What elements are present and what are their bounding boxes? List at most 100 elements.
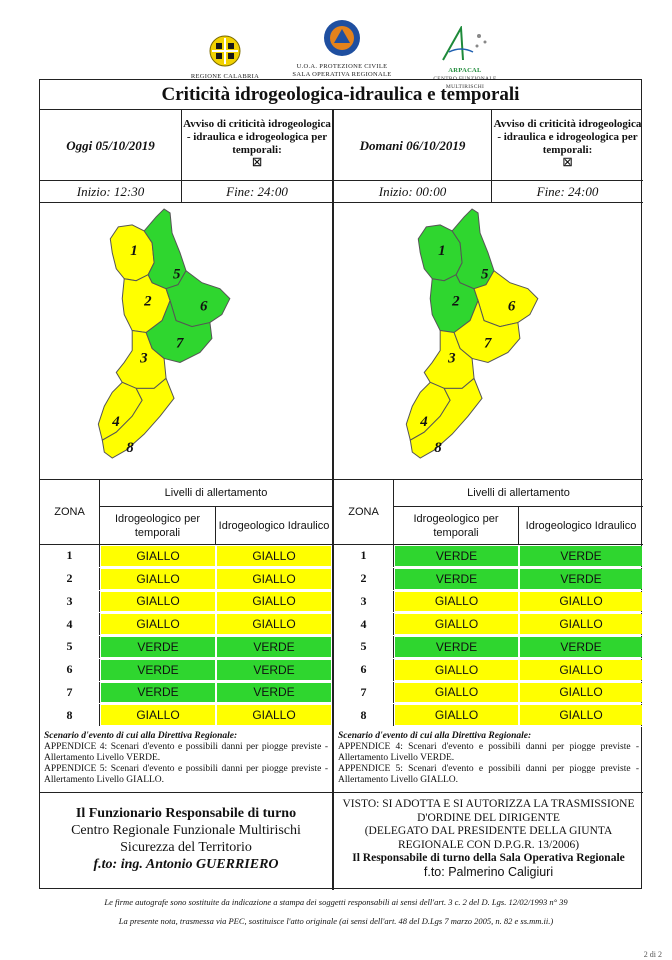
- sig-left-role: Il Funzionario Responsabile di turno: [75, 806, 297, 821]
- today-levels-header: Livelli di allertamento: [100, 480, 332, 507]
- zone-number: 3: [40, 590, 100, 613]
- today-table-row: 6 VERDE VERDE: [40, 658, 332, 682]
- signature-right: VISTO: SI ADOTTA E SI AUTORIZZA LA TRASM…: [334, 793, 643, 890]
- sig-right-l1: VISTO: SI ADOTTA E SI AUTORIZZA LA TRASM…: [342, 798, 635, 810]
- level-idraulico: VERDE: [520, 546, 642, 566]
- tomorrow-table-row: 4 GIALLO GIALLO: [334, 613, 643, 636]
- tomorrow-notice: Avviso di criticità idrogeologica - idra…: [492, 110, 643, 181]
- tomorrow-table-row: 1 VERDE VERDE: [334, 545, 643, 568]
- level-idraulico: GIALLO: [520, 682, 642, 703]
- sig-right-l2: D'ORDINE DEL DIRIGENTE: [417, 811, 560, 824]
- page-number: 2 di 2: [643, 950, 662, 959]
- level-temporali: GIALLO: [101, 591, 215, 612]
- tomorrow-table-row: 8 GIALLO GIALLO: [334, 704, 643, 727]
- tomorrow-start-time: Inizio: 00:00: [334, 181, 492, 203]
- tomorrow-table-row: 3 GIALLO GIALLO: [334, 590, 643, 614]
- today-map-label-5: 5: [173, 267, 181, 283]
- bulletin-title: Criticità idrogeologica-idraulica e temp…: [40, 80, 641, 110]
- level-temporali: GIALLO: [101, 568, 215, 589]
- zone-number: 6: [40, 658, 100, 681]
- level-temporali: GIALLO: [395, 591, 518, 612]
- footer-note-1: Le firme autografe sono sostituite da in…: [104, 897, 568, 907]
- today-map: 1 2 3 4 5 6 7 8: [40, 203, 332, 480]
- zone-number: 7: [334, 681, 394, 704]
- zone-number: 6: [334, 658, 394, 681]
- tomorrow-map-zones: 1 2 3 4 5 6 7 8: [405, 208, 539, 459]
- level-temporali: GIALLO: [395, 682, 518, 703]
- today-scenario-1: APPENDICE 4: Scenari d'evento e possibil…: [44, 742, 328, 763]
- today-map-zone-7: [145, 299, 213, 363]
- level-idraulico: GIALLO: [520, 591, 642, 612]
- tomorrow-zone-map: 1 2 3 4 5 6 7 8: [405, 208, 539, 459]
- today-times: Inizio: 12:30 Fine: 24:00: [40, 181, 332, 203]
- level-temporali: VERDE: [395, 546, 518, 566]
- tomorrow-header: Domani 06/10/2019 Avviso di criticità id…: [334, 110, 643, 181]
- sig-right-name: f.to: Palmerino Caligiuri: [423, 864, 554, 879]
- tomorrow-zona-header: ZONA: [334, 480, 394, 545]
- tomorrow-map-label-1: 1: [438, 243, 445, 259]
- today-col2-header: Idrogeologico Idraulico: [216, 507, 332, 545]
- today-end-time: Fine: 24:00: [226, 184, 288, 199]
- protezione-civile-logo: U.O.A. PROTEZIONE CIVILE SALA OPERATIVA …: [282, 18, 402, 79]
- level-temporali: GIALLO: [395, 659, 518, 680]
- arpacal-emblem-icon: [442, 24, 487, 61]
- tomorrow-map-zone-7: [453, 299, 521, 363]
- footer-note-2: La presente nota, trasmessa via PEC, sos…: [118, 916, 554, 926]
- today-alert-table: ZONA Livelli di allertamento Idrogeologi…: [40, 480, 332, 727]
- today-table-row: 7 VERDE VERDE: [40, 681, 332, 705]
- zone-number: 8: [334, 704, 394, 726]
- tomorrow-map-label-3: 3: [447, 350, 456, 366]
- today-map-label-1: 1: [130, 243, 137, 259]
- sig-right-l3: (DELEGATO DAL PRESIDENTE DELLA GIUNTA: [364, 825, 613, 837]
- zone-number: 1: [334, 545, 394, 567]
- today-rows: 1 GIALLO GIALLO 2 GIALLO GIALLO 3 GIALLO GIALLO 4…: [40, 545, 332, 727]
- level-idraulico: GIALLO: [217, 614, 331, 634]
- tomorrow-map: 1 2 3 4 5 6 7 8: [334, 203, 643, 480]
- signature-left: Il Funzionario Responsabile di turno Cen…: [40, 793, 332, 890]
- sig-right-l4: REGIONALE CON D.P.G.R. 13/2006): [397, 838, 580, 851]
- tomorrow-col2-header: Idrogeologico Idraulico: [519, 507, 643, 545]
- today-zona-header: ZONA: [40, 480, 100, 545]
- today-map-label-2: 2: [143, 294, 152, 310]
- tomorrow-map-label-2: 2: [451, 294, 460, 310]
- today-start-time: Inizio: 12:30: [40, 181, 182, 203]
- today-map-label-4: 4: [111, 414, 120, 430]
- regione-calabria-emblem-icon: [209, 35, 241, 67]
- today-scenario-heading: Scenario d'evento di cui alla Direttiva …: [44, 731, 238, 741]
- level-temporali: VERDE: [101, 682, 215, 703]
- sig-left-dept: Sicurezza del Territorio: [120, 840, 252, 855]
- level-idraulico: GIALLO: [520, 705, 642, 725]
- tomorrow-map-label-5: 5: [481, 267, 489, 283]
- uoa-line1: U.O.A. PROTEZIONE CIVILE: [296, 63, 388, 70]
- today-header: Oggi 05/10/2019 Avviso di criticità idro…: [40, 110, 332, 181]
- today-zone-map: 1 2 3 4 5 6 7 8: [97, 208, 231, 459]
- today-scenario-2: APPENDICE 5: Scenari d'evento e possibil…: [44, 764, 328, 785]
- level-idraulico: VERDE: [520, 637, 642, 657]
- tomorrow-alert-table: ZONA Livelli di allertamento Idrogeologi…: [334, 480, 643, 727]
- sig-right-role: Il Responsabile di turno della Sala Oper…: [352, 852, 625, 864]
- protezione-civile-emblem-icon: [324, 20, 360, 56]
- zone-number: 8: [40, 704, 100, 726]
- today-map-label-6: 6: [200, 299, 208, 315]
- today-table-row: 5 VERDE VERDE: [40, 636, 332, 659]
- today-map-zone-8: [101, 377, 175, 459]
- today-date: Oggi 05/10/2019: [40, 110, 182, 181]
- regione-calabria-logo: REGIONE CALABRIA: [190, 34, 260, 81]
- today-scenarios: Scenario d'evento di cui alla Direttiva …: [40, 727, 332, 793]
- level-temporali: VERDE: [395, 568, 518, 589]
- today-map-label-3: 3: [139, 350, 148, 366]
- tomorrow-scenario-1: APPENDICE 4: Scenari d'evento e possibil…: [338, 742, 639, 763]
- zone-number: 7: [40, 681, 100, 704]
- today-col1-header: Idrogeologico per temporali: [100, 507, 216, 545]
- level-idraulico: GIALLO: [217, 705, 331, 725]
- today-map-label-7: 7: [176, 335, 184, 351]
- logo-header: REGIONE CALABRIA U.O.A. PROTEZIONE CIVIL…: [0, 0, 672, 90]
- tomorrow-table-row: 7 GIALLO GIALLO: [334, 681, 643, 705]
- today-table-row: 4 GIALLO GIALLO: [40, 613, 332, 636]
- today-notice: Avviso di criticità idrogeologica - idra…: [182, 110, 332, 181]
- tomorrow-map-label-8: 8: [434, 440, 442, 456]
- tomorrow-checkbox: ☒: [562, 157, 573, 169]
- tomorrow-date: Domani 06/10/2019: [334, 110, 492, 181]
- uoa-line2: SALA OPERATIVA REGIONALE: [292, 71, 392, 78]
- tomorrow-scenarios: Scenario d'evento di cui alla Direttiva …: [334, 727, 643, 793]
